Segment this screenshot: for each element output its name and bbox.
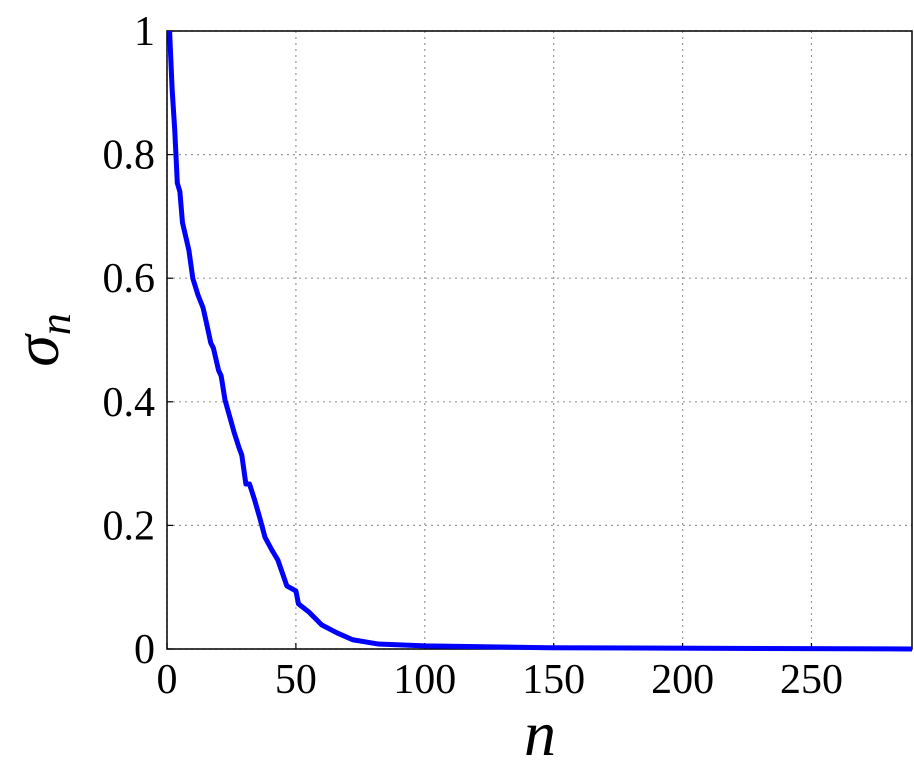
x-tick-label: 0 — [157, 657, 178, 703]
y-tick-label: 0.2 — [103, 503, 156, 549]
y-tick-label: 0.8 — [103, 133, 156, 179]
data-line — [167, 30, 913, 652]
x-axis-label: n — [524, 698, 556, 768]
plot-frame — [166, 30, 913, 650]
y-tick-label: 0.4 — [103, 380, 156, 426]
x-tick-label: 250 — [780, 657, 843, 703]
y-axis-label: σn — [1, 313, 80, 367]
y-tick-label: 0.6 — [103, 256, 156, 302]
y-tick-label: 1 — [134, 9, 155, 55]
x-tick-label: 200 — [651, 657, 714, 703]
x-tick-label: 50 — [275, 657, 317, 703]
y-tick-label: 0 — [134, 627, 155, 673]
y-label-symbol: σ — [1, 333, 72, 367]
y-label-subscript: n — [31, 313, 80, 335]
x-tick-label: 150 — [522, 657, 585, 703]
x-tick-label: 100 — [393, 657, 456, 703]
